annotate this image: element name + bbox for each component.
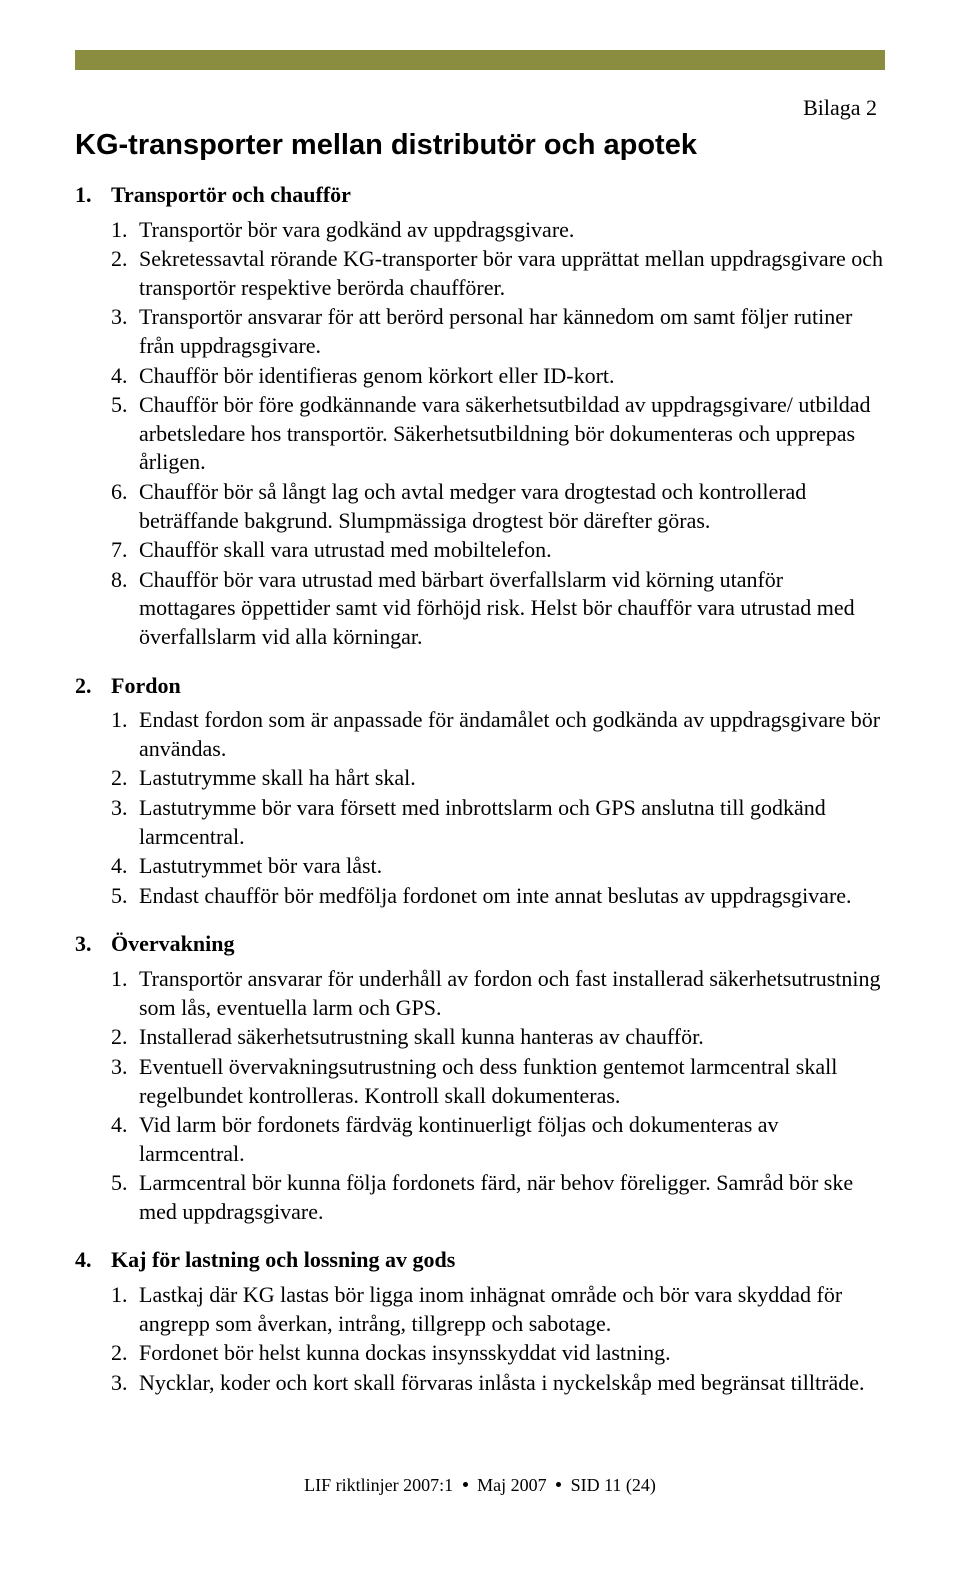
list-item: 5.Larmcentral bör kunna följa fordonets … bbox=[111, 1169, 885, 1226]
page-footer: LIF riktlinjer 2007:1 Maj 2007 SID 11 (2… bbox=[0, 1457, 960, 1526]
list-item: 1.Endast fordon som är anpassade för änd… bbox=[111, 706, 885, 763]
item-text: Vid larm bör fordonets färdväg kontinuer… bbox=[139, 1111, 885, 1168]
section-heading: Transportör och chaufför bbox=[111, 180, 885, 210]
list-item: 1.Transportör ansvarar för underhåll av … bbox=[111, 965, 885, 1022]
section-number: 3. bbox=[75, 929, 111, 1227]
footer-mid: Maj 2007 bbox=[477, 1475, 547, 1495]
item-number: 2. bbox=[111, 764, 139, 793]
section-body: Övervakning 1.Transportör ansvarar för un… bbox=[111, 929, 885, 1227]
item-number: 6. bbox=[111, 478, 139, 535]
item-number: 2. bbox=[111, 1339, 139, 1368]
footer-separator-icon bbox=[463, 1482, 468, 1487]
list-item: 1.Lastkaj där KG lastas bör ligga inom i… bbox=[111, 1281, 885, 1338]
item-number: 8. bbox=[111, 566, 139, 652]
item-number: 3. bbox=[111, 1369, 139, 1398]
item-text: Fordonet bör helst kunna dockas insynssk… bbox=[139, 1339, 885, 1368]
list-item: 6.Chaufför bör så långt lag och avtal me… bbox=[111, 478, 885, 535]
section-body: Transportör och chaufför 1.Transportör bö… bbox=[111, 180, 885, 653]
list-item: 1.Transportör bör vara godkänd av uppdra… bbox=[111, 216, 885, 245]
item-text: Lastutrymmet bör vara låst. bbox=[139, 852, 885, 881]
list-item: 2.Installerad säkerhetsutrustning skall … bbox=[111, 1023, 885, 1052]
item-text: Nycklar, koder och kort skall förvaras i… bbox=[139, 1369, 885, 1398]
section-heading: Kaj för lastning och lossning av gods bbox=[111, 1245, 885, 1275]
list-item: 2.Sekretessavtal rörande KG-transporter … bbox=[111, 245, 885, 302]
item-text: Chaufför bör före godkännande vara säker… bbox=[139, 391, 885, 477]
item-number: 4. bbox=[111, 1111, 139, 1168]
item-number: 4. bbox=[111, 362, 139, 391]
item-number: 4. bbox=[111, 852, 139, 881]
section: 4.Kaj för lastning och lossning av gods 1… bbox=[75, 1245, 885, 1398]
item-text: Chaufför bör vara utrustad med bärbart ö… bbox=[139, 566, 885, 652]
document-title: KG-transporter mellan distributör och ap… bbox=[75, 129, 885, 162]
item-text: Larmcentral bör kunna följa fordonets fä… bbox=[139, 1169, 885, 1226]
list-item: 3.Lastutrymme bör vara försett med inbro… bbox=[111, 794, 885, 851]
item-number: 3. bbox=[111, 303, 139, 360]
item-text: Transportör bör vara godkänd av uppdrags… bbox=[139, 216, 885, 245]
list-item: 4.Vid larm bör fordonets färdväg kontinu… bbox=[111, 1111, 885, 1168]
item-number: 5. bbox=[111, 391, 139, 477]
section-number: 4. bbox=[75, 1245, 111, 1398]
item-number: 2. bbox=[111, 245, 139, 302]
item-text: Eventuell övervakningsutrustning och des… bbox=[139, 1053, 885, 1110]
item-number: 1. bbox=[111, 965, 139, 1022]
document-content: Bilaga 2 KG-transporter mellan distribut… bbox=[0, 70, 960, 1457]
list-item: 5.Endast chaufför bör medfölja fordonet … bbox=[111, 882, 885, 911]
item-text: Lastkaj där KG lastas bör ligga inom inh… bbox=[139, 1281, 885, 1338]
section: 3.Övervakning1.Transportör ansvarar för … bbox=[75, 929, 885, 1227]
item-text: Lastutrymme skall ha hårt skal. bbox=[139, 764, 885, 793]
item-text: Endast fordon som är anpassade för ändam… bbox=[139, 706, 885, 763]
item-text: Transportör ansvarar för underhåll av fo… bbox=[139, 965, 885, 1022]
section-heading: Fordon bbox=[111, 671, 885, 701]
item-number: 1. bbox=[111, 1281, 139, 1338]
list-item: 8.Chaufför bör vara utrustad med bärbart… bbox=[111, 566, 885, 652]
item-text: Transportör ansvarar för att berörd pers… bbox=[139, 303, 885, 360]
item-number: 1. bbox=[111, 216, 139, 245]
section-number: 2. bbox=[75, 671, 111, 912]
list-item: 4.Chaufför bör identifieras genom körkor… bbox=[111, 362, 885, 391]
header-bar bbox=[75, 50, 885, 70]
item-text: Installerad säkerhetsutrustning skall ku… bbox=[139, 1023, 885, 1052]
section-body: Fordon 1.Endast fordon som är anpassade f… bbox=[111, 671, 885, 912]
item-number: 5. bbox=[111, 1169, 139, 1226]
list-item: 3.Transportör ansvarar för att berörd pe… bbox=[111, 303, 885, 360]
item-text: Sekretessavtal rörande KG-transporter bö… bbox=[139, 245, 885, 302]
list-item: 3.Nycklar, koder och kort skall förvaras… bbox=[111, 1369, 885, 1398]
item-number: 2. bbox=[111, 1023, 139, 1052]
item-text: Chaufför skall vara utrustad med mobilte… bbox=[139, 536, 885, 565]
footer-right: SID 11 (24) bbox=[571, 1475, 656, 1495]
item-number: 5. bbox=[111, 882, 139, 911]
list-item: 5.Chaufför bör före godkännande vara säk… bbox=[111, 391, 885, 477]
list-item: 4.Lastutrymmet bör vara låst. bbox=[111, 852, 885, 881]
list-item: 2.Lastutrymme skall ha hårt skal. bbox=[111, 764, 885, 793]
appendix-label: Bilaga 2 bbox=[75, 95, 885, 121]
item-number: 7. bbox=[111, 536, 139, 565]
footer-separator-icon bbox=[556, 1482, 561, 1487]
item-number: 3. bbox=[111, 1053, 139, 1110]
footer-left: LIF riktlinjer 2007:1 bbox=[304, 1475, 453, 1495]
item-number: 1. bbox=[111, 706, 139, 763]
section-heading: Övervakning bbox=[111, 929, 885, 959]
section-number: 1. bbox=[75, 180, 111, 653]
section-body: Kaj för lastning och lossning av gods 1.L… bbox=[111, 1245, 885, 1398]
list-item: 2.Fordonet bör helst kunna dockas insyns… bbox=[111, 1339, 885, 1368]
item-text: Chaufför bör identifieras genom körkort … bbox=[139, 362, 885, 391]
section: 1.Transportör och chaufför1.Transportör … bbox=[75, 180, 885, 653]
item-text: Lastutrymme bör vara försett med inbrott… bbox=[139, 794, 885, 851]
item-text: Endast chaufför bör medfölja fordonet om… bbox=[139, 882, 885, 911]
item-text: Chaufför bör så långt lag och avtal medg… bbox=[139, 478, 885, 535]
list-item: 7.Chaufför skall vara utrustad med mobil… bbox=[111, 536, 885, 565]
item-number: 3. bbox=[111, 794, 139, 851]
list-item: 3.Eventuell övervakningsutrustning och d… bbox=[111, 1053, 885, 1110]
section: 2.Fordon1.Endast fordon som är anpassade… bbox=[75, 671, 885, 912]
